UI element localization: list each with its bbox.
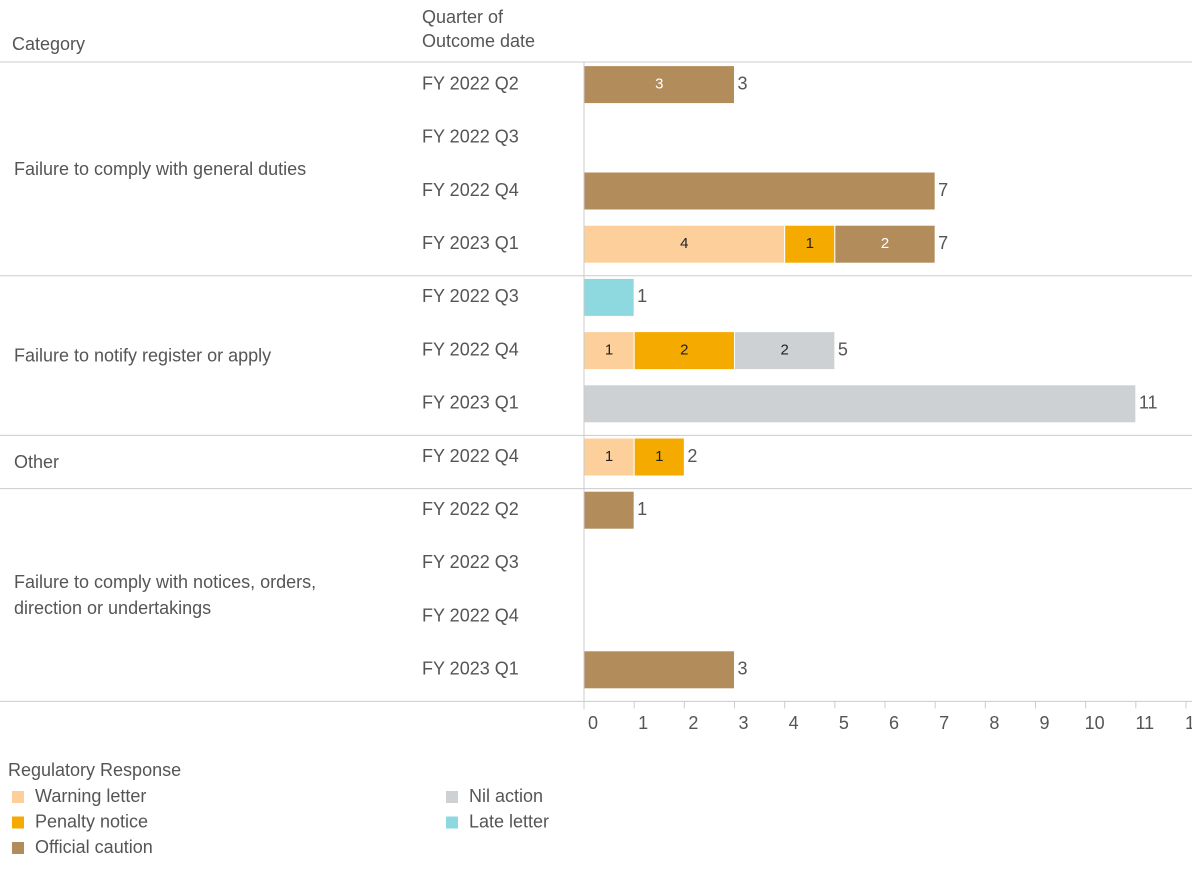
total-label: 3 — [738, 73, 748, 93]
total-label: 7 — [938, 233, 948, 253]
row-label: FY 2023 Q1 — [422, 393, 519, 413]
bar-segment — [834, 224, 936, 264]
x-tick-label: 4 — [789, 713, 799, 733]
segment-label: 2 — [680, 342, 688, 359]
group-label: Failure to comply with notices, orders, — [14, 572, 316, 592]
segment-label: 2 — [881, 235, 889, 252]
row-label: FY 2022 Q4 — [422, 605, 519, 625]
bar-segment — [583, 277, 635, 317]
row-label: FY 2022 Q4 — [422, 446, 519, 466]
x-tick-label: 0 — [588, 713, 598, 733]
group-label: Failure to notify register or apply — [14, 345, 271, 365]
total-label: 3 — [738, 659, 748, 679]
bar-segment — [583, 650, 735, 690]
bar-segment — [583, 224, 786, 264]
legend-swatch — [12, 816, 24, 829]
bar-segment — [633, 331, 736, 371]
x-tick-label: 8 — [989, 713, 999, 733]
x-tick-label: 12 — [1185, 713, 1192, 733]
x-tick-label: 1 — [638, 713, 648, 733]
bar-segment — [583, 490, 635, 530]
row-label: FY 2023 Q1 — [422, 233, 519, 253]
segment-label: 1 — [806, 235, 814, 252]
x-tick-label: 5 — [839, 713, 849, 733]
legend-label: Official caution — [35, 837, 153, 857]
segment-label: 1 — [605, 448, 613, 465]
bar-segment — [583, 384, 1137, 424]
x-tick-label: 6 — [889, 713, 899, 733]
legend-label: Nil action — [469, 786, 543, 806]
bar-segment — [633, 437, 685, 477]
segment-label: 2 — [780, 342, 788, 359]
group-label: Other — [14, 452, 59, 472]
group-label: direction or undertakings — [14, 598, 211, 618]
total-label: 11 — [1139, 393, 1158, 413]
segment-label: 1 — [605, 342, 613, 359]
x-tick-label: 10 — [1085, 713, 1105, 733]
row-label: FY 2022 Q3 — [422, 552, 519, 572]
legend-swatch — [12, 842, 24, 854]
x-tick-label: 9 — [1039, 713, 1049, 733]
legend-swatch — [446, 791, 458, 803]
x-tick-label: 7 — [939, 713, 949, 733]
group-label: Failure to comply with general duties — [14, 159, 306, 179]
legend-title: Regulatory Response — [8, 760, 181, 780]
row-label: FY 2023 Q1 — [422, 659, 519, 679]
row-label: FY 2022 Q2 — [422, 499, 519, 519]
bar-segment — [583, 65, 735, 105]
legend-label: Warning letter — [35, 786, 146, 806]
total-label: 2 — [687, 446, 697, 466]
row-label: FY 2022 Q3 — [422, 286, 519, 306]
total-label: 1 — [637, 499, 647, 519]
row-label: FY 2022 Q3 — [422, 127, 519, 147]
total-label: 1 — [637, 286, 647, 306]
quarter-header: Outcome date — [422, 31, 535, 51]
total-label: 7 — [938, 180, 948, 200]
x-tick-label: 11 — [1135, 713, 1154, 733]
legend-swatch — [12, 791, 24, 803]
bar-segment — [583, 171, 936, 211]
total-label: 5 — [838, 339, 848, 359]
segment-label: 1 — [655, 448, 663, 465]
segment-label: 3 — [655, 76, 663, 93]
x-tick-label: 2 — [688, 713, 698, 733]
legend-label: Late letter — [469, 811, 549, 831]
legend-label: Penalty notice — [35, 811, 148, 831]
bar-segment — [784, 224, 836, 264]
row-label: FY 2022 Q2 — [422, 73, 519, 93]
legend-swatch — [446, 816, 458, 829]
row-label: FY 2022 Q4 — [422, 180, 519, 200]
row-label: FY 2022 Q4 — [422, 339, 519, 359]
x-tick-label: 3 — [738, 713, 748, 733]
category-header: Category — [12, 34, 85, 54]
segment-label: 4 — [680, 235, 688, 252]
bar-segment — [734, 331, 836, 371]
quarter-header: Quarter of — [422, 7, 504, 27]
